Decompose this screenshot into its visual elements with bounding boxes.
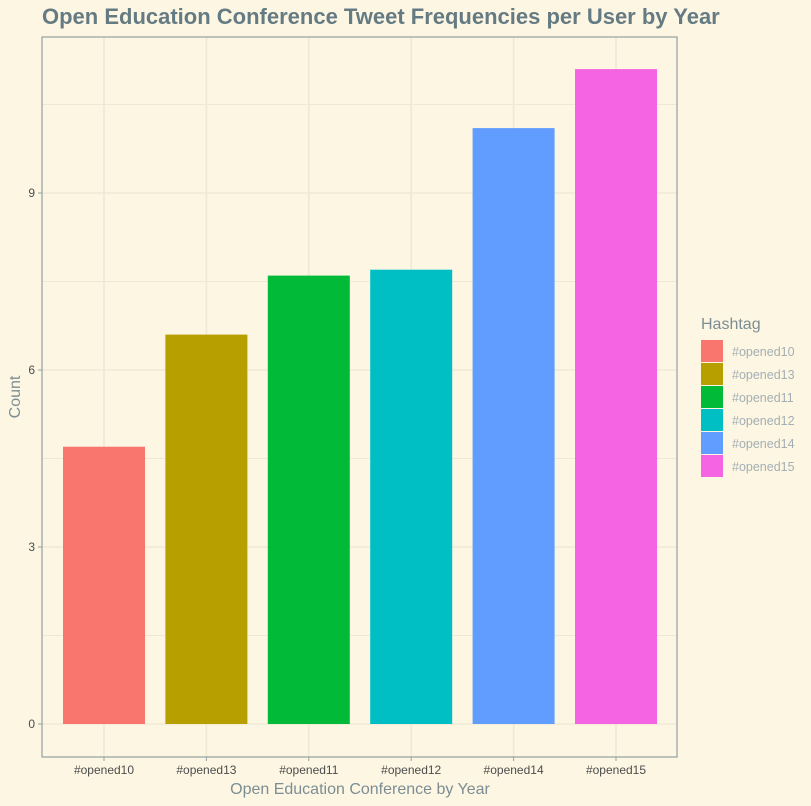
legend-label: #opened11 — [732, 391, 794, 405]
x-tick-label: #opened14 — [484, 763, 544, 777]
legend-items: #opened10 #opened13 #opened11 #opened12 #ope… — [701, 340, 795, 477]
x-tick-label: #opened13 — [176, 763, 236, 777]
bar-opened11 — [267, 275, 350, 724]
legend-swatch — [701, 386, 723, 408]
legend-label: #opened12 — [732, 414, 795, 428]
legend-label: #opened13 — [732, 368, 795, 382]
y-axis-title: Count — [7, 375, 24, 418]
y-tick-label: 0 — [28, 717, 35, 731]
panel-border — [41, 36, 678, 758]
legend-swatch — [701, 455, 723, 477]
bar-opened12 — [370, 269, 453, 724]
legend-title: Hashtag — [701, 316, 761, 333]
bar-opened14 — [472, 128, 555, 725]
legend-label: #opened10 — [732, 345, 795, 359]
y-axis: 0 3 6 9 — [28, 186, 42, 731]
bar-opened13 — [165, 334, 248, 724]
bar-opened10 — [63, 446, 145, 724]
chart-title: Open Education Conference Tweet Frequenc… — [42, 4, 720, 29]
x-tick-label: #opened11 — [279, 763, 339, 777]
legend-label: #opened14 — [732, 437, 795, 451]
x-tick-label: #opened15 — [586, 763, 646, 777]
x-axis-title: Open Education Conference by Year — [230, 781, 490, 798]
legend-swatch — [701, 363, 723, 385]
y-tick-label: 6 — [28, 363, 35, 377]
y-tick-label: 9 — [28, 186, 35, 200]
bar-opened15 — [575, 69, 657, 725]
legend-swatch — [701, 432, 723, 454]
bars — [63, 69, 657, 725]
y-tick-label: 3 — [28, 540, 35, 554]
x-axis: #opened10 #opened13 #opened11 #opened12 #ope… — [74, 757, 646, 777]
legend: Hashtag #opened10#opened13#opened11#open… — [701, 316, 795, 477]
x-tick-label: #opened10 — [74, 763, 134, 777]
x-tick-label: #opened12 — [381, 763, 441, 777]
legend-swatch — [701, 340, 723, 362]
legend-label: #opened15 — [732, 460, 795, 474]
legend-swatch — [701, 409, 723, 431]
